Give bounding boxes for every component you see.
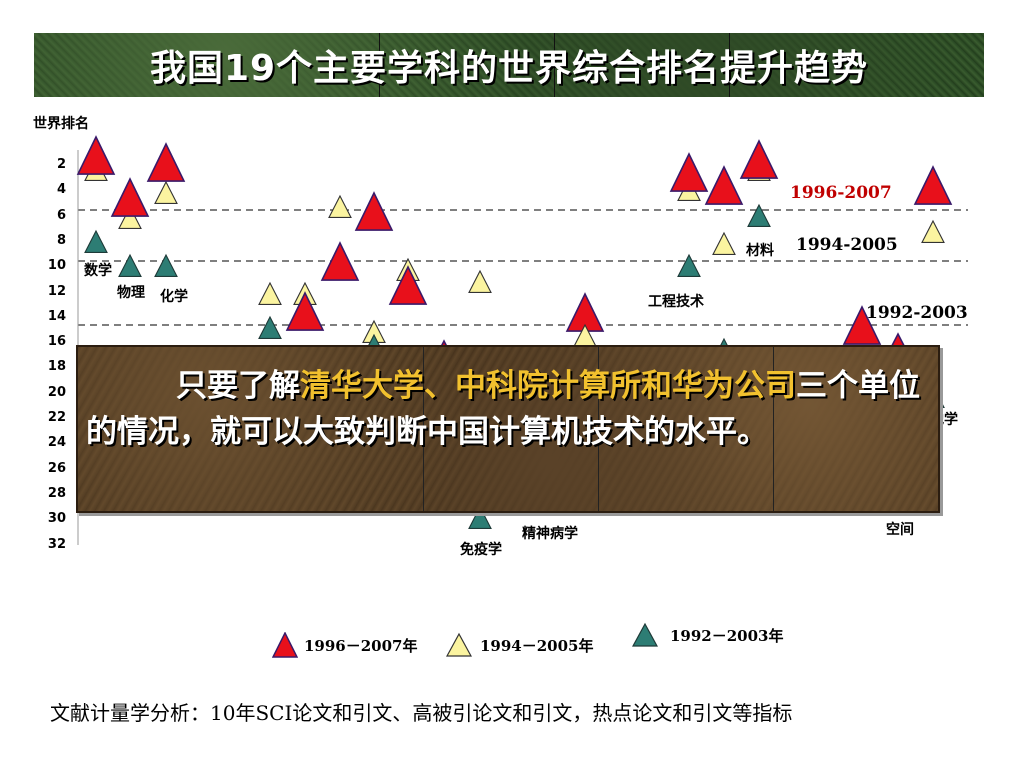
y-tick-label: 18 [47,359,66,375]
title-banner: 我国19个主要学科的世界综合排名提升趋势 [34,33,984,97]
yellow-triangle-marker [328,194,352,218]
red-triangle-marker [669,152,709,192]
subject-label: 空间 [886,521,914,538]
red-triangle-marker [76,135,116,175]
legend-item-1994: 1994－2005年 [446,630,594,660]
y-tick-label: 28 [47,485,66,501]
teal-triangle-marker [712,337,736,362]
y-tick-label: 26 [47,460,66,476]
banner-divider [554,33,555,97]
legend-label: 1994－2005年 [480,636,594,655]
subject-label: 材料 [746,242,774,259]
teal-triangle-marker [84,229,108,253]
y-tick-label: 8 [56,232,66,248]
subject-label: 化学 [160,288,188,305]
y-tick-label: 12 [47,283,66,299]
y-tick-label: 16 [47,334,66,350]
yellow-triangle-marker [118,205,142,229]
callout-rest: 三个单位的情况，就可以大致判断中国计算机技术的水平。 [86,368,920,450]
callout-text: 只要了解清华大学、中科院计算所和华为公司三个单位的情况，就可以大致判断中国计算机… [86,363,928,455]
legend-item-1996: 1996－2007年 [272,630,418,660]
red-triangle-marker [320,241,360,281]
teal-triangle-marker [747,203,771,227]
teal-triangle-marker [677,253,701,278]
subject-label: 物理 [117,284,145,301]
subject-label: 工程技术 [648,293,704,310]
subject-label: 精神病学 [522,525,578,542]
reference-line-label: 1992-2003 [866,303,968,323]
red-triangle-marker [704,165,744,205]
callout-divider [598,347,599,511]
red-triangle-marker [285,291,325,331]
y-tick-label: 14 [47,308,66,324]
y-tick-label: 4 [56,182,66,198]
y-tick-label: 20 [47,384,66,400]
y-tick-label: 10 [47,258,66,274]
legend-item-1992: 1992－2003年 [632,620,784,650]
teal-triangle-icon [632,622,658,647]
yellow-triangle-marker [468,269,492,294]
red-triangle-marker [842,305,882,345]
footer-note: 文献计量学分析：10年SCI论文和引文、高被引论文和引文，热点论文和引文等指标 [50,701,793,725]
yellow-triangle-marker [258,281,282,306]
legend-label: 1992－2003年 [670,626,784,645]
red-triangle-marker [354,191,394,231]
banner-divider [729,33,730,97]
teal-triangle-marker [154,253,178,278]
red-triangle-marker [110,177,150,217]
teal-triangle-marker [118,253,142,278]
red-triangle-icon [272,632,298,658]
y-axis-title: 世界排名 [33,116,89,132]
callout-lead: 只要了解 [176,368,300,404]
red-triangle-marker [913,165,953,205]
yellow-triangle-marker [712,231,736,255]
page-title: 我国19个主要学科的世界综合排名提升趋势 [149,48,869,89]
legend-label: 1996－2007年 [304,636,418,655]
callout-highlight: 清华大学、中科院计算所和华为公司 [300,368,796,404]
yellow-triangle-marker [154,180,178,204]
banner-divider [379,33,380,97]
red-triangle-marker [388,265,428,305]
y-tick-label: 24 [47,435,66,451]
red-triangle-marker [739,139,779,179]
red-triangle-marker [146,142,186,182]
red-triangle-marker [431,339,457,364]
subject-label: 免疫学 [460,541,502,558]
yellow-triangle-icon [446,632,472,657]
subject-label: 地学 [930,411,958,428]
reference-line-label: 1994-2005 [796,235,898,255]
y-tick-label: 22 [47,410,66,425]
y-tick-label: 32 [47,536,66,552]
teal-triangle-marker [468,505,492,530]
y-tick-label: 30 [47,511,66,527]
subject-label: 数学 [84,262,112,279]
callout-divider [423,347,424,511]
teal-triangle-marker [258,315,282,340]
yellow-triangle-marker [921,219,945,243]
callout-divider [773,347,774,511]
callout-box: 只要了解清华大学、中科院计算所和华为公司三个单位的情况，就可以大致判断中国计算机… [76,345,940,513]
y-tick-label: 6 [56,207,66,223]
y-tick-label: 2 [56,157,66,172]
red-triangle-marker [885,332,911,357]
reference-line-label: 1996-2007 [790,183,892,203]
